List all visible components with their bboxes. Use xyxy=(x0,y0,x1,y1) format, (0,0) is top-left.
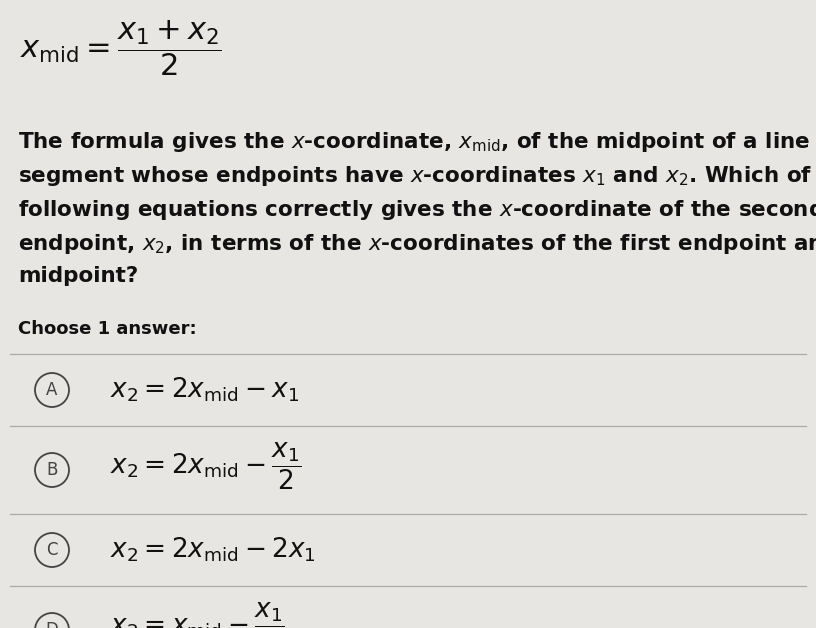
Text: $x_2 = 2x_\mathrm{mid} - \dfrac{x_1}{2}$: $x_2 = 2x_\mathrm{mid} - \dfrac{x_1}{2}$ xyxy=(110,440,302,492)
Text: endpoint, $x_2$, in terms of the $x$-coordinates of the first endpoint and of th: endpoint, $x_2$, in terms of the $x$-coo… xyxy=(18,232,816,256)
Text: segment whose endpoints have $x$-coordinates $x_1$ and $x_2$. Which of the: segment whose endpoints have $x$-coordin… xyxy=(18,164,816,188)
Text: following equations correctly gives the $x$-coordinate of the second: following equations correctly gives the … xyxy=(18,198,816,222)
Text: B: B xyxy=(47,461,58,479)
Text: $x_2 = x_\mathrm{mid} - \dfrac{x_1}{2}$: $x_2 = x_\mathrm{mid} - \dfrac{x_1}{2}$ xyxy=(110,600,285,628)
Text: D: D xyxy=(46,621,59,628)
Text: A: A xyxy=(47,381,58,399)
Text: midpoint?: midpoint? xyxy=(18,266,138,286)
Text: $x_2 = 2x_\mathrm{mid} - x_1$: $x_2 = 2x_\mathrm{mid} - x_1$ xyxy=(110,376,299,404)
Text: $x_2 = 2x_\mathrm{mid} - 2x_1$: $x_2 = 2x_\mathrm{mid} - 2x_1$ xyxy=(110,536,316,564)
Text: $x_\mathrm{mid} = \dfrac{x_1 + x_2}{2}$: $x_\mathrm{mid} = \dfrac{x_1 + x_2}{2}$ xyxy=(20,18,222,78)
Text: C: C xyxy=(47,541,58,559)
Text: Choose 1 answer:: Choose 1 answer: xyxy=(18,320,197,338)
Text: The formula gives the $x$-coordinate, $x_\mathrm{mid}$, of the midpoint of a lin: The formula gives the $x$-coordinate, $x… xyxy=(18,130,810,154)
